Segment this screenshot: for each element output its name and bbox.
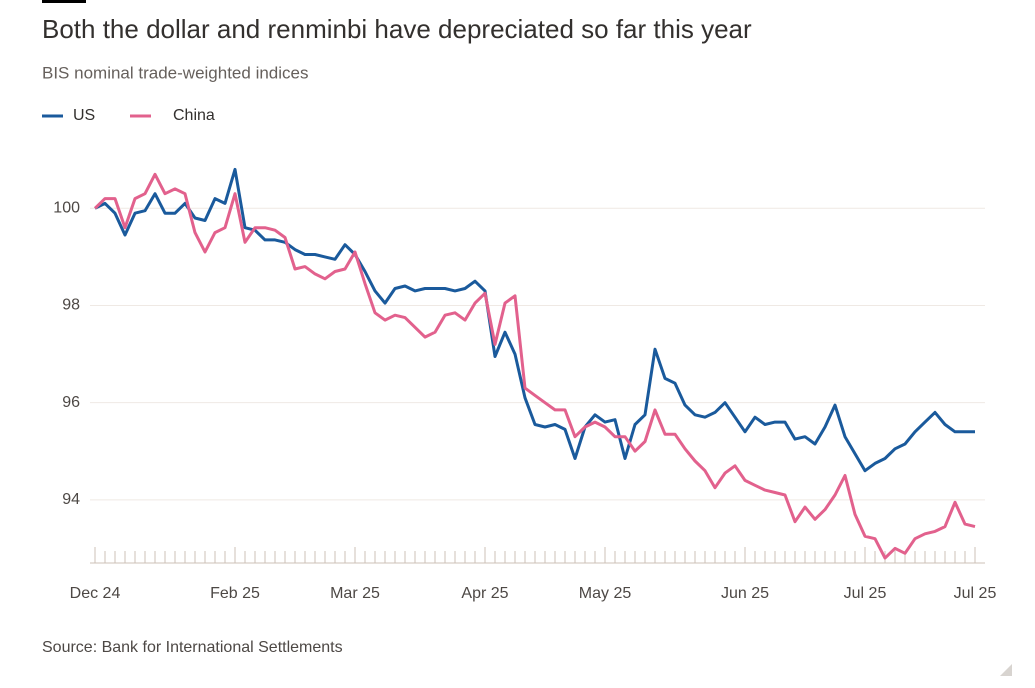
series-line	[94, 167, 975, 473]
top-rule	[42, 0, 86, 3]
x-tick-label: Dec 24	[70, 585, 121, 602]
x-tick-label: May 25	[579, 585, 632, 602]
chart-subtitle: BIS nominal trade-weighted indices	[42, 63, 308, 82]
source: Source: Bank for International Settlemen…	[42, 639, 343, 656]
y-tick-label: 100	[53, 200, 80, 217]
x-tick-label: Jul 25	[954, 585, 997, 602]
x-tick-label: Feb 25	[210, 585, 260, 602]
resize-icon	[1000, 664, 1012, 676]
legend-label: US	[73, 107, 95, 124]
x-tick-label: Apr 25	[461, 585, 508, 602]
legend-label: China	[173, 107, 215, 124]
x-tick-label: Jun 25	[721, 585, 769, 602]
y-tick-label: 98	[62, 297, 80, 314]
chart-title: Both the dollar and renminbi have deprec…	[42, 14, 752, 44]
x-tick-label: Mar 25	[330, 585, 380, 602]
y-tick-label: 94	[62, 491, 80, 508]
series-line	[93, 172, 976, 560]
x-tick-label: Jul 25	[844, 585, 887, 602]
y-tick-label: 96	[62, 394, 80, 411]
